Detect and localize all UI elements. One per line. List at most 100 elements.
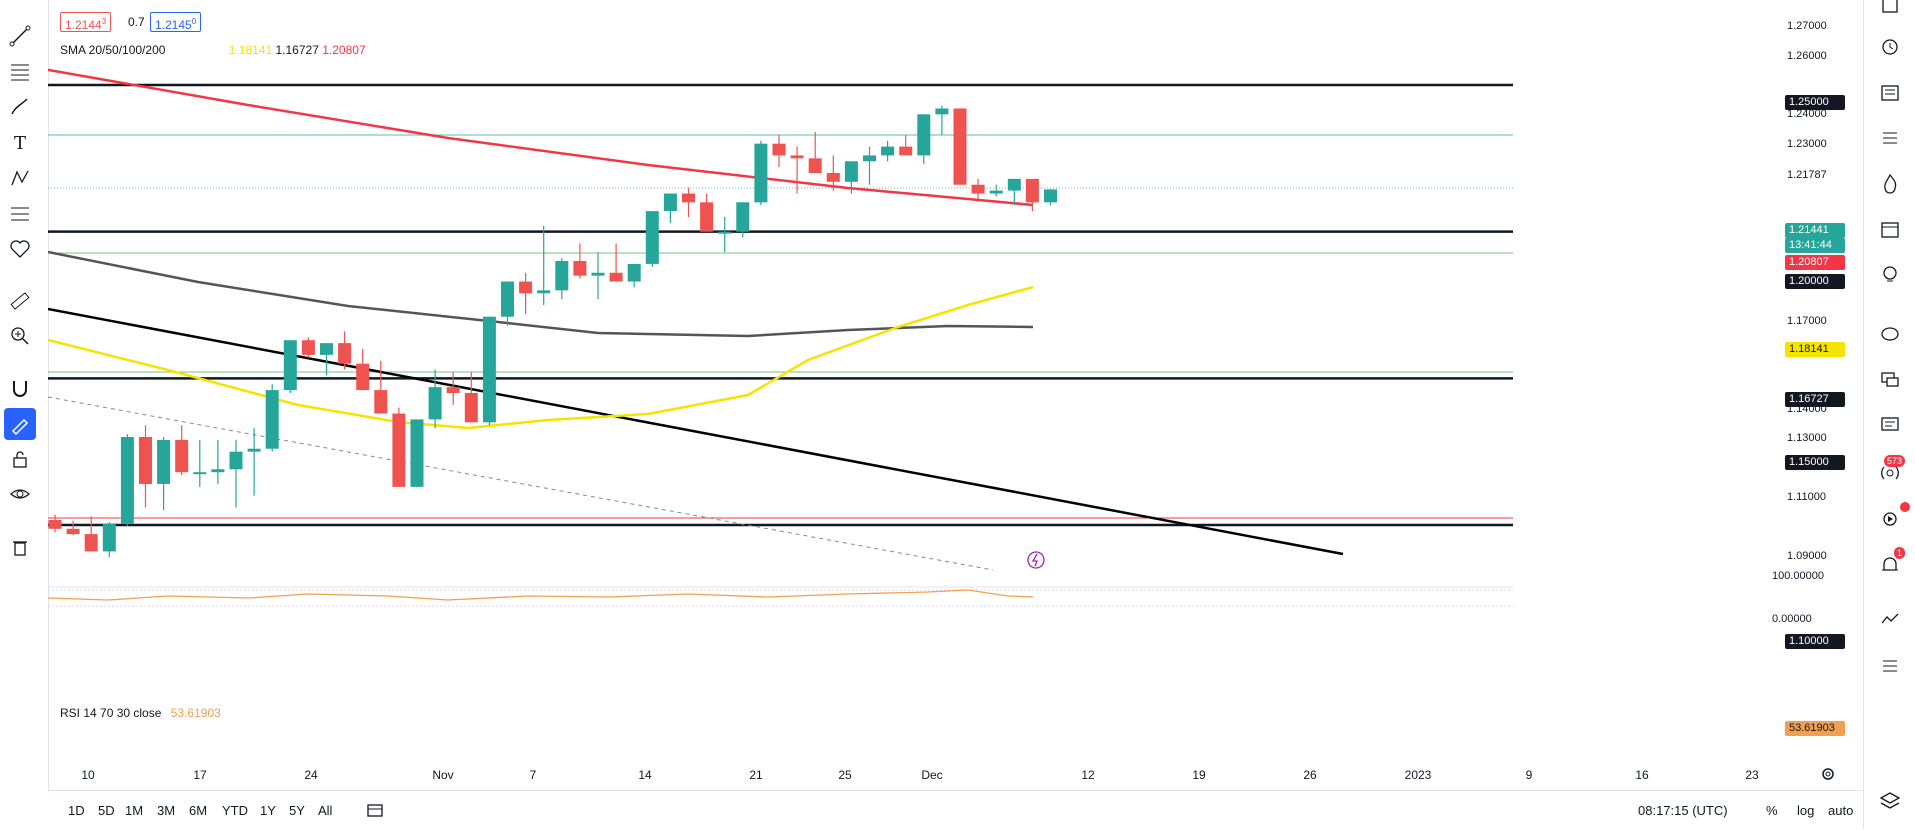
calendar-icon[interactable] bbox=[1874, 213, 1906, 245]
trending-icon[interactable] bbox=[1874, 604, 1906, 636]
price-tick-label: 1.17000 bbox=[1787, 315, 1827, 327]
tag-sma-50: 1.16727 bbox=[1785, 392, 1845, 407]
candle-body bbox=[229, 451, 243, 470]
candle-body bbox=[1025, 178, 1039, 203]
time-tick-label: 23 bbox=[1745, 768, 1759, 782]
sma-50-value: 1.16727 bbox=[275, 43, 319, 57]
lock-icon[interactable] bbox=[4, 443, 36, 475]
range-button-5y[interactable]: 5Y bbox=[289, 803, 305, 818]
candle-body bbox=[881, 146, 895, 156]
candle-body bbox=[247, 448, 261, 452]
candle-body bbox=[899, 146, 913, 156]
range-button-1d[interactable]: 1D bbox=[68, 803, 85, 818]
text-tool-icon[interactable]: T bbox=[4, 126, 36, 158]
favorites-heart-icon[interactable] bbox=[4, 233, 36, 265]
candle-body bbox=[482, 316, 496, 423]
trash-icon[interactable] bbox=[4, 531, 36, 563]
downtrend-line bbox=[48, 307, 1344, 556]
candle-body bbox=[718, 231, 732, 234]
sma-legend[interactable]: SMA 20/50/100/200 1.18141 1.16727 1.2080… bbox=[60, 43, 366, 57]
candle-body bbox=[519, 281, 533, 294]
eye-icon[interactable] bbox=[4, 478, 36, 510]
rsi-tick-label: 0.00000 bbox=[1772, 613, 1812, 625]
dom-icon[interactable] bbox=[1874, 650, 1906, 682]
trend-line-tool-icon[interactable] bbox=[4, 20, 36, 52]
candle-body bbox=[320, 343, 333, 355]
live-play-icon[interactable] bbox=[1874, 503, 1906, 535]
stay-in-drawing-mode-icon[interactable] bbox=[4, 408, 36, 440]
time-tick-label: 12 bbox=[1081, 768, 1095, 782]
range-button-5d[interactable]: 5D bbox=[98, 803, 115, 818]
prediction-tool-icon[interactable] bbox=[4, 197, 36, 229]
candle-body bbox=[700, 202, 714, 232]
tag-sma-200: 1.20807 bbox=[1785, 255, 1845, 270]
magnet-icon[interactable] bbox=[4, 372, 36, 404]
chats-icon[interactable] bbox=[1874, 364, 1906, 396]
price-tick-label: 1.27000 bbox=[1787, 20, 1827, 32]
auto-toggle[interactable]: auto bbox=[1828, 803, 1854, 818]
time-tick-label: 17 bbox=[193, 768, 207, 782]
time-tick-label: 24 bbox=[304, 768, 318, 782]
candle-body bbox=[591, 272, 605, 276]
ruler-tool-icon[interactable] bbox=[4, 285, 36, 317]
candle-body bbox=[935, 108, 949, 115]
candle-body bbox=[139, 437, 152, 484]
range-button-ytd[interactable]: YTD bbox=[222, 803, 248, 818]
settings-gear-icon[interactable] bbox=[1820, 766, 1836, 787]
ideas-lightbulb-icon[interactable] bbox=[1874, 259, 1906, 291]
candle-body bbox=[953, 108, 967, 185]
candle-body bbox=[844, 161, 858, 182]
notifications-badge: 573 bbox=[1884, 455, 1906, 467]
utc-clock[interactable]: 08:17:15 (UTC) bbox=[1638, 803, 1728, 818]
candle-body bbox=[501, 281, 514, 317]
date-range-icon[interactable] bbox=[366, 801, 384, 824]
price-chart-canvas[interactable] bbox=[48, 0, 1863, 790]
percent-toggle[interactable]: % bbox=[1766, 803, 1778, 818]
watchlist-icon[interactable] bbox=[1874, 0, 1906, 20]
chat-cloud-icon[interactable] bbox=[1874, 318, 1906, 350]
candle-body bbox=[682, 193, 695, 203]
streams-icon[interactable] bbox=[1874, 457, 1906, 489]
live-dot bbox=[1900, 502, 1910, 512]
ask-sup: 0 bbox=[191, 17, 197, 26]
rsi-line bbox=[48, 589, 1034, 601]
alarm-clock-icon[interactable] bbox=[1874, 30, 1906, 62]
ask-price-box[interactable]: 1.21450 bbox=[150, 12, 202, 32]
log-toggle[interactable]: log bbox=[1797, 803, 1815, 818]
tag-level-120: 1.20000 bbox=[1785, 274, 1845, 289]
price-tick-label: 1.09000 bbox=[1787, 550, 1827, 562]
range-button-6m[interactable]: 6M bbox=[189, 803, 208, 818]
range-button-3m[interactable]: 3M bbox=[157, 803, 176, 818]
time-tick-label: Dec bbox=[921, 768, 943, 782]
candle-body bbox=[265, 390, 279, 449]
sma-label: SMA 20/50/100/200 bbox=[60, 43, 166, 57]
tag-sma-20: 1.18141 bbox=[1785, 342, 1845, 357]
zoom-in-icon[interactable] bbox=[4, 320, 36, 352]
tag-current-price: 1.21441 bbox=[1785, 223, 1845, 238]
rsi-tick-label: 100.00000 bbox=[1772, 570, 1824, 582]
pattern-tool-icon[interactable] bbox=[4, 162, 36, 194]
range-button-all[interactable]: All bbox=[318, 803, 333, 818]
candle-body bbox=[772, 143, 786, 156]
news-icon[interactable] bbox=[1874, 77, 1906, 109]
price-tick-label: 1.21787 bbox=[1787, 169, 1827, 181]
candle-body bbox=[609, 272, 623, 282]
layers-icon[interactable] bbox=[1874, 785, 1906, 817]
alerts-bell-icon[interactable] bbox=[1874, 549, 1906, 581]
hotlist-fire-icon[interactable] bbox=[1874, 167, 1906, 199]
candle-body bbox=[175, 439, 189, 473]
messages-icon[interactable] bbox=[1874, 409, 1906, 441]
bid-price-box[interactable]: 1.21443 bbox=[60, 12, 112, 32]
fib-tool-icon[interactable] bbox=[4, 55, 36, 87]
candle-body bbox=[102, 523, 116, 552]
time-tick-label: 19 bbox=[1192, 768, 1206, 782]
rsi-legend[interactable]: RSI 14 70 30 close 53.61903 bbox=[60, 706, 221, 720]
notes-icon[interactable] bbox=[1874, 122, 1906, 154]
candle-body bbox=[157, 439, 171, 484]
candle-body bbox=[971, 184, 985, 194]
range-button-1m[interactable]: 1M bbox=[125, 803, 144, 818]
candle-body bbox=[464, 393, 478, 423]
range-button-1y[interactable]: 1Y bbox=[260, 803, 276, 818]
brush-tool-icon[interactable] bbox=[4, 90, 36, 122]
candle-body bbox=[645, 211, 659, 264]
